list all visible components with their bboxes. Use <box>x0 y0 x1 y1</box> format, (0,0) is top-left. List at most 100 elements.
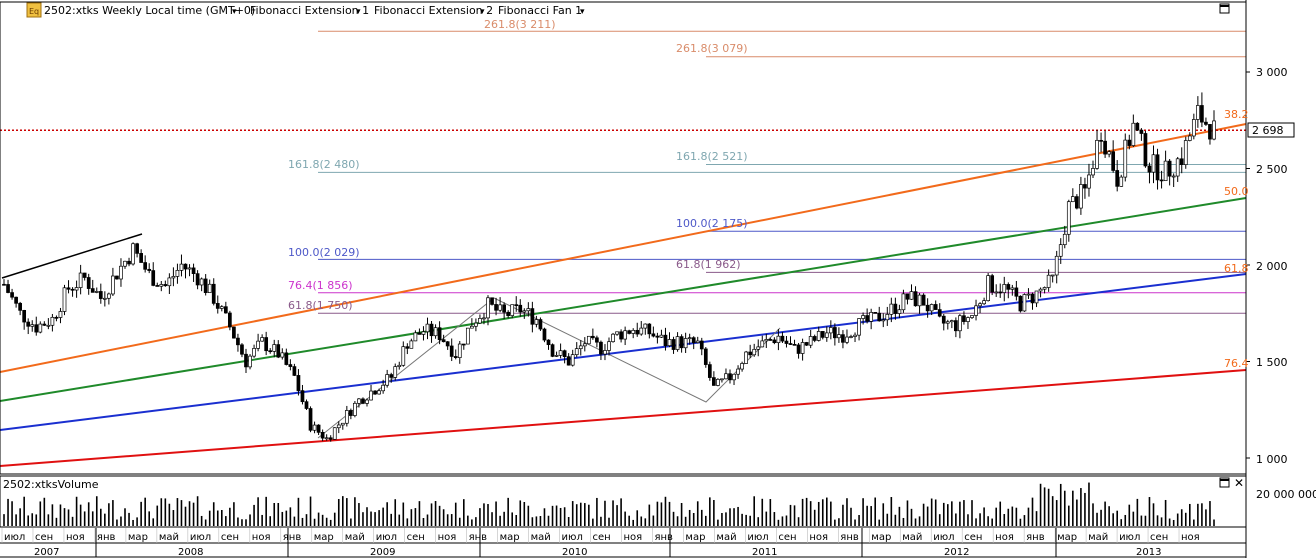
candle-body <box>54 316 59 319</box>
candle-body <box>139 253 143 263</box>
symbol-title[interactable]: 2502:xtks Weekly Local time (GMT+0) <box>44 4 255 17</box>
month-tick-label: мар <box>500 532 520 543</box>
candle-body <box>102 297 107 300</box>
candle-body <box>1127 139 1132 146</box>
study-fib-ext-2[interactable]: Fibonacci Extension 2 <box>374 4 493 17</box>
candle-body <box>1022 294 1027 312</box>
candle-body <box>1196 105 1200 120</box>
candle-body <box>873 312 878 314</box>
candle-body <box>1200 105 1204 123</box>
candle-body <box>300 390 305 403</box>
candle-body <box>570 354 575 366</box>
candle-body <box>982 300 986 305</box>
candle-body <box>881 319 886 322</box>
candle-body <box>526 308 531 312</box>
candle-body <box>687 337 692 340</box>
month-tick-label: июл <box>562 532 583 543</box>
candle-body <box>211 283 216 304</box>
candle-body <box>728 373 732 381</box>
candle-body <box>707 364 712 378</box>
close-icon[interactable]: ✕ <box>1234 476 1244 490</box>
candle-body <box>82 272 87 278</box>
eq-icon[interactable] <box>26 2 42 18</box>
study-fib-fan-1[interactable]: Fibonacci Fan 1 <box>498 4 582 17</box>
price-tick-2500: 2 500 <box>1256 163 1288 176</box>
candle-body <box>127 260 131 265</box>
year-label: 2013 <box>1136 547 1161 558</box>
month-tick-label: май <box>716 532 736 543</box>
candle-body <box>296 375 301 391</box>
candle-body <box>1175 158 1180 177</box>
candle-body <box>1143 133 1148 167</box>
candle-body <box>86 277 91 289</box>
candle-body <box>958 315 962 332</box>
candle-body <box>1079 184 1083 209</box>
candle-body <box>752 348 757 356</box>
candle-body <box>340 422 345 426</box>
chevron-down-icon[interactable]: ▾ <box>356 7 361 17</box>
chevron-down-icon[interactable]: ▾ <box>480 7 485 17</box>
candle-body <box>240 344 244 355</box>
candle-body <box>828 327 833 334</box>
chevron-down-icon[interactable]: ▾ <box>232 7 237 17</box>
candle-body <box>244 353 248 368</box>
candle-body <box>1058 244 1063 257</box>
volume-title: 2502:xtksVolume <box>3 478 99 491</box>
candle-body <box>405 346 410 349</box>
volume-maximize-icon[interactable] <box>1219 477 1230 488</box>
candle-body <box>260 337 264 342</box>
candle-body <box>62 287 67 312</box>
maximize-icon[interactable] <box>1219 3 1230 14</box>
candle-body <box>627 330 632 334</box>
candle-body <box>659 334 664 338</box>
candle-body <box>695 340 700 343</box>
candle-body <box>1151 154 1156 173</box>
candle-body <box>941 315 946 324</box>
study-fib-ext-1[interactable]: Fibonacci Extension 1 <box>250 4 369 17</box>
candle-body <box>312 424 317 431</box>
month-tick-label: сен <box>407 532 425 543</box>
month-tick-label: ноя <box>252 532 271 543</box>
candle-body <box>800 342 805 354</box>
candle-body <box>893 303 898 314</box>
candle-body <box>1038 288 1043 292</box>
chevron-down-icon[interactable]: ▾ <box>580 7 585 17</box>
candle-body <box>1042 287 1047 290</box>
candle-body <box>369 390 373 401</box>
candle-body <box>962 315 966 322</box>
candle-body <box>1018 295 1023 312</box>
candle-body <box>421 331 426 335</box>
candle-body <box>901 293 906 311</box>
candle-body <box>228 312 232 328</box>
candle-body <box>1010 287 1015 290</box>
candle-body <box>151 270 156 286</box>
candle-body <box>986 275 990 301</box>
candle-body <box>744 351 748 364</box>
candle-body <box>925 304 930 312</box>
candle-body <box>449 345 454 357</box>
candle-body <box>510 304 515 316</box>
candle-body <box>760 340 765 348</box>
candle-body <box>457 343 462 358</box>
candle-body <box>1026 293 1031 296</box>
candle-body <box>554 355 559 357</box>
month-tick-label: ноя <box>995 532 1014 543</box>
candle-body <box>877 312 882 322</box>
candle-body <box>107 293 111 299</box>
candle-body <box>1191 119 1196 137</box>
candle-body <box>98 291 103 299</box>
candle-body <box>123 260 127 267</box>
candle-body <box>453 356 458 358</box>
candle-body <box>159 284 164 287</box>
candle-body <box>320 432 325 439</box>
candle-body <box>603 350 607 355</box>
candle-body <box>183 263 188 270</box>
candle-body <box>913 291 918 307</box>
candle-body <box>1046 274 1051 288</box>
candle-body <box>534 319 539 325</box>
candle-body <box>187 267 192 270</box>
candle-body <box>615 331 619 335</box>
candle-body <box>344 410 349 424</box>
month-tick-label: янв <box>654 532 673 543</box>
month-tick-label: май <box>159 532 179 543</box>
